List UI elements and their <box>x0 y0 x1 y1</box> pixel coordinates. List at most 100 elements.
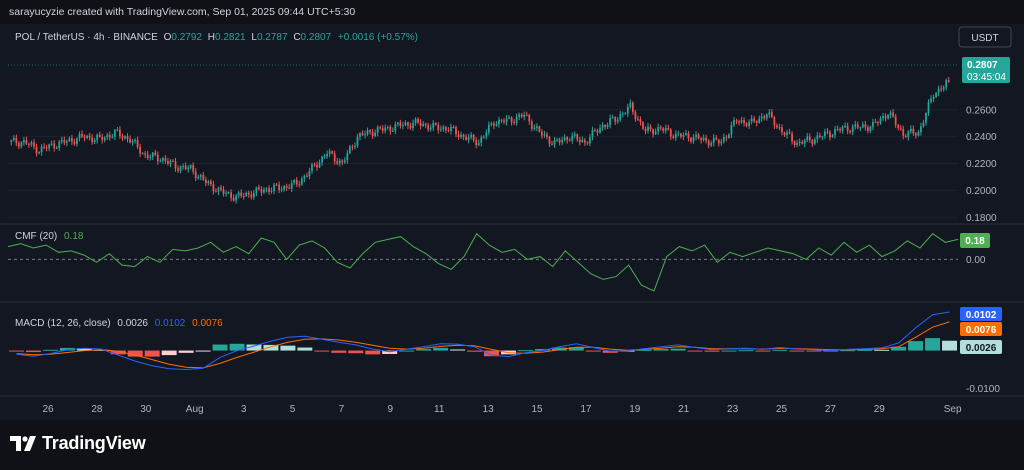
candle-body <box>298 184 301 186</box>
candle-body <box>217 187 220 192</box>
candle-body <box>111 136 114 138</box>
macd-value-tags: 0.0102 0.0076 0.0026 <box>960 307 1002 354</box>
macd-tick-label: -0.0100 <box>966 384 1000 395</box>
candle-body <box>396 122 399 125</box>
candle-body <box>407 122 409 126</box>
candle-body <box>586 142 589 144</box>
candle-body <box>725 137 728 139</box>
candle-body <box>465 136 467 140</box>
candle-body <box>856 124 859 128</box>
macd-histogram-bar <box>246 344 262 351</box>
credit-text: sarayucyzie created with TradingView.com… <box>9 6 356 18</box>
candle-body <box>376 127 379 133</box>
macd-histogram-bar <box>484 350 499 357</box>
candle-body <box>331 151 334 154</box>
candle-body <box>826 131 829 133</box>
candle-body <box>897 124 900 128</box>
candle-body <box>591 129 594 138</box>
candle-body <box>361 133 364 136</box>
candle-body <box>561 140 564 143</box>
macd-histogram-bar <box>806 350 822 352</box>
time-tick-label: 7 <box>339 404 345 415</box>
macd-histogram-bar <box>42 349 58 351</box>
candle-body <box>199 175 202 177</box>
candle-body <box>740 120 743 123</box>
candle-body <box>851 126 854 133</box>
candle-body <box>15 137 18 144</box>
candle-body <box>300 178 303 185</box>
cmf-line <box>7 232 959 292</box>
candle-body <box>412 123 414 129</box>
candle-body <box>940 88 943 90</box>
candle-body <box>657 127 660 132</box>
candle-body <box>197 176 200 179</box>
price-tick-label: 0.2200 <box>966 159 997 170</box>
candle-body <box>189 165 192 168</box>
candle-body <box>187 167 190 170</box>
candle-body <box>707 140 710 146</box>
candle-body <box>505 118 508 123</box>
candle-body <box>394 124 397 131</box>
candle-body <box>445 127 447 131</box>
candle-body <box>366 130 369 135</box>
macd-histogram-bar <box>212 344 228 351</box>
candle-body <box>227 192 230 194</box>
cmf-value: 0.18 <box>64 231 84 242</box>
candle-body <box>546 134 548 137</box>
candle-body <box>879 118 882 123</box>
candle-body <box>748 121 750 127</box>
candle-body <box>475 140 478 146</box>
candle-body <box>146 154 149 159</box>
tradingview-logo-icon <box>10 435 36 451</box>
trading-chart[interactable]: 0.2600 0.2400 0.2200 0.2000 0.1800 POL / Tet… <box>0 24 1024 420</box>
candle-body <box>861 124 864 128</box>
candle-body <box>892 112 895 117</box>
candle-body <box>806 136 809 141</box>
macd-tag-hist: 0.0026 <box>966 343 997 354</box>
time-axis: 26 28 30 Aug 3 5 7 9 11 13 15 17 19 21 23 25 27 29 Sep <box>42 404 962 415</box>
candle-body <box>730 124 733 135</box>
candle-body <box>738 121 740 123</box>
candle-body <box>73 141 76 144</box>
candle-body <box>275 184 278 186</box>
candle-body <box>60 139 63 142</box>
cmf-tag-value: 0.18 <box>965 236 985 247</box>
candle-body <box>604 125 606 128</box>
candle-body <box>53 143 56 149</box>
candle-body <box>351 146 354 148</box>
candle-body <box>859 127 862 129</box>
candle-body <box>487 124 490 133</box>
candle-body <box>776 125 778 128</box>
price-tick-label: 0.2600 <box>966 105 997 116</box>
candle-body <box>803 140 806 144</box>
candle-body <box>288 187 291 189</box>
last-price-tag: 0.2807 03:45:04 <box>962 57 1010 83</box>
cmf-tick-label: 0.00 <box>966 255 986 266</box>
candle-body <box>755 121 758 123</box>
candle-body <box>844 125 847 127</box>
candle-body <box>156 154 159 162</box>
ohlc-close: 0.2807 <box>301 32 332 43</box>
candle-body <box>629 102 632 108</box>
candle-body <box>427 125 430 130</box>
tradingview-logo[interactable]: TradingView <box>10 433 146 454</box>
candle-body <box>313 164 316 166</box>
macd-histogram-bar <box>76 348 92 351</box>
candle-body <box>760 116 763 119</box>
time-tick-label: 11 <box>434 404 445 415</box>
macd-histogram-bar <box>331 350 347 353</box>
candle-body <box>212 184 215 192</box>
price-tick-label: 0.2000 <box>966 186 997 197</box>
candle-body <box>697 134 700 139</box>
candle-body <box>58 141 61 148</box>
macd-histogram-bar <box>348 350 364 354</box>
candle-body <box>399 122 402 127</box>
candle-body <box>778 127 781 129</box>
macd-histogram-bar <box>110 350 126 355</box>
currency-button[interactable]: USDT <box>958 26 1012 48</box>
candle-body <box>86 135 88 139</box>
candle-body <box>167 161 169 164</box>
candle-body <box>379 127 382 129</box>
candle-body <box>174 161 177 169</box>
candle-body <box>798 141 801 143</box>
